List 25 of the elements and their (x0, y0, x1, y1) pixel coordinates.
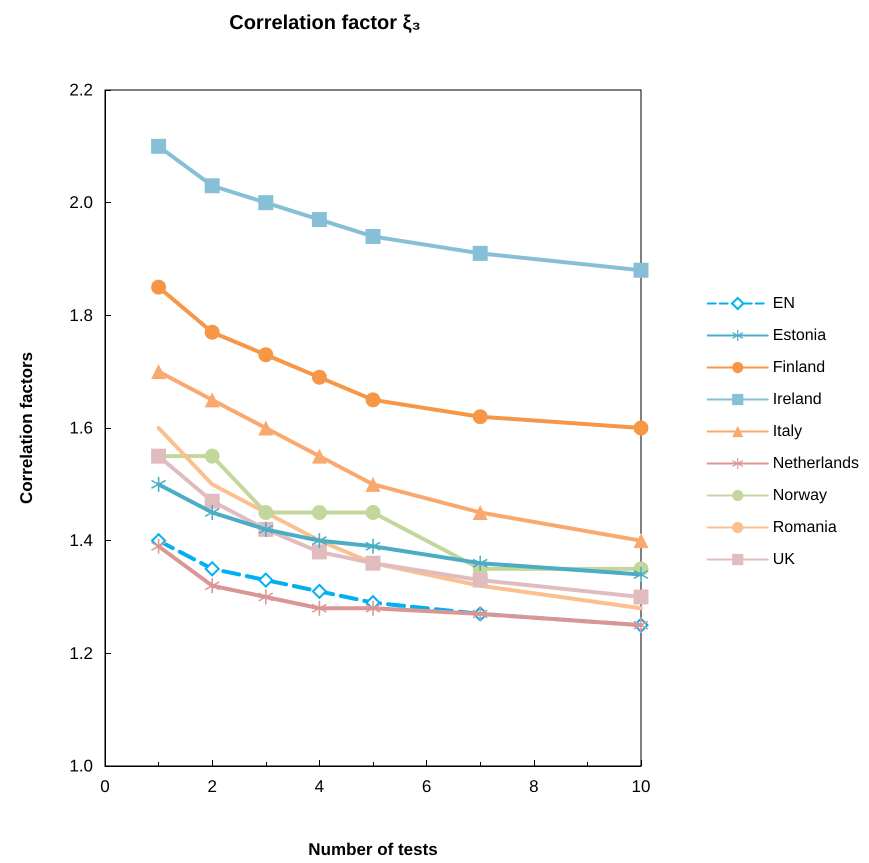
x-tick-label: 6 (422, 777, 432, 796)
x-tick-label: 8 (529, 777, 539, 796)
y-tick-label: 2.0 (69, 193, 93, 212)
y-tick-label: 1.2 (69, 644, 93, 663)
y-tick-label: 1.4 (69, 531, 93, 550)
legend-label: Romania (772, 519, 837, 536)
legend-label: Ireland (772, 391, 822, 408)
legend-label: Netherlands (772, 455, 860, 472)
x-tick-label: 0 (100, 777, 110, 796)
x-tick-label: 10 (632, 777, 650, 796)
legend-label: Norway (772, 487, 827, 504)
x-axis-title: Number of tests (308, 840, 438, 859)
y-tick-label: 1.8 (69, 306, 93, 325)
x-tick-label: 4 (314, 777, 324, 796)
y-tick-label: 2.2 (69, 80, 93, 100)
y-tick-label: 1.6 (69, 418, 93, 438)
y-tick-label: 1.0 (69, 756, 93, 776)
chart-title: Correlation factor ξ₃ (229, 12, 421, 34)
legend-label: Finland (772, 359, 826, 376)
legend-label: Estonia (772, 327, 826, 344)
x-tick-label: 2 (207, 777, 217, 796)
y-axis-title: Correlation factors (17, 352, 36, 504)
legend-label: UK (772, 551, 796, 568)
legend-label: EN (772, 295, 795, 312)
legend-label: Italy (772, 423, 802, 440)
